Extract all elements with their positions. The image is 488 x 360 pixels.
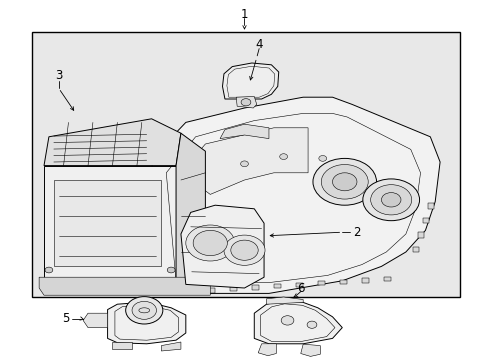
- Circle shape: [167, 267, 175, 273]
- Circle shape: [125, 297, 163, 324]
- Circle shape: [312, 158, 376, 205]
- Bar: [412, 247, 418, 252]
- Text: 3: 3: [55, 69, 62, 82]
- Circle shape: [318, 156, 326, 161]
- Bar: [422, 218, 428, 223]
- Polygon shape: [300, 344, 320, 356]
- Circle shape: [185, 225, 234, 261]
- Text: 6: 6: [296, 282, 304, 294]
- Polygon shape: [266, 297, 303, 304]
- Bar: [251, 285, 259, 290]
- Text: 2: 2: [352, 226, 360, 239]
- Circle shape: [321, 165, 367, 199]
- Bar: [185, 290, 193, 294]
- Polygon shape: [161, 342, 181, 351]
- Bar: [339, 280, 346, 284]
- Text: 1: 1: [240, 8, 248, 21]
- Polygon shape: [112, 342, 132, 349]
- Polygon shape: [236, 96, 256, 108]
- Polygon shape: [107, 302, 185, 344]
- Circle shape: [45, 267, 53, 273]
- Polygon shape: [220, 124, 268, 139]
- Polygon shape: [44, 166, 176, 284]
- Bar: [207, 288, 215, 293]
- Circle shape: [193, 230, 227, 256]
- Bar: [295, 283, 303, 287]
- Circle shape: [230, 240, 258, 260]
- Bar: [273, 284, 281, 288]
- Polygon shape: [151, 97, 439, 293]
- Polygon shape: [176, 133, 205, 284]
- Polygon shape: [258, 344, 276, 356]
- Bar: [383, 277, 390, 281]
- Text: 5: 5: [62, 312, 70, 325]
- Bar: [32, 32, 459, 297]
- Circle shape: [362, 179, 419, 221]
- Circle shape: [381, 193, 400, 207]
- Circle shape: [240, 161, 248, 167]
- Polygon shape: [83, 313, 107, 328]
- Bar: [54, 180, 161, 266]
- Circle shape: [281, 316, 293, 325]
- Circle shape: [241, 99, 250, 106]
- Circle shape: [370, 185, 411, 215]
- Circle shape: [332, 173, 356, 191]
- Bar: [427, 203, 433, 209]
- Bar: [229, 287, 237, 291]
- Bar: [417, 232, 423, 238]
- Polygon shape: [39, 277, 210, 295]
- Bar: [317, 281, 325, 285]
- Polygon shape: [181, 128, 307, 194]
- Circle shape: [132, 301, 156, 319]
- Bar: [361, 278, 368, 283]
- Polygon shape: [181, 205, 264, 288]
- Circle shape: [279, 154, 287, 159]
- Text: 4: 4: [255, 39, 263, 51]
- Circle shape: [306, 321, 316, 328]
- Polygon shape: [254, 301, 342, 344]
- Polygon shape: [44, 119, 181, 166]
- Circle shape: [224, 235, 264, 265]
- Polygon shape: [222, 63, 278, 99]
